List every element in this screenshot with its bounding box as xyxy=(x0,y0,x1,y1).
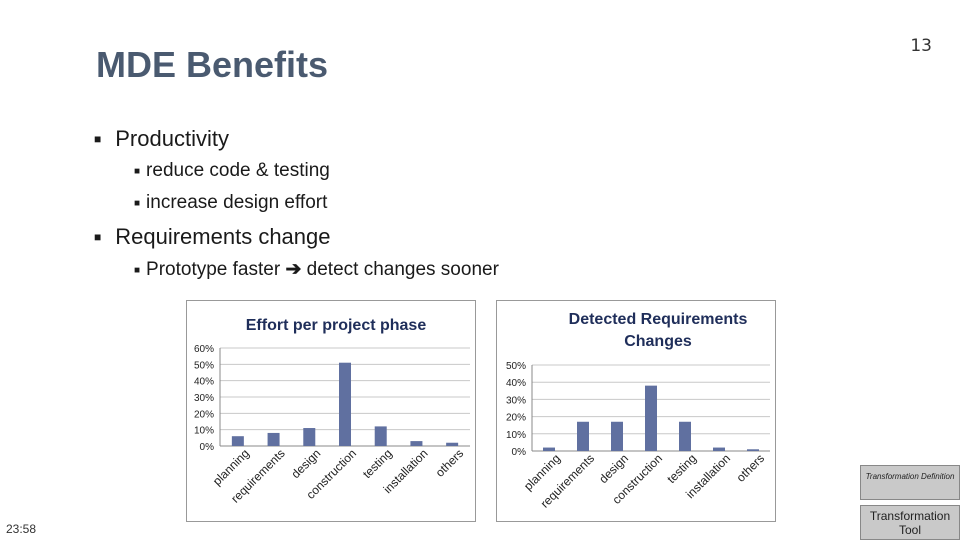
bar-planning xyxy=(543,447,555,451)
chart-title: Detected Requirements xyxy=(569,311,748,328)
bullet-reduce-label: reduce code & testing xyxy=(146,160,330,181)
bullet-reduce: ■ reduce code & testing xyxy=(134,160,330,182)
bar-installation xyxy=(713,447,725,451)
y-tick-label: 30% xyxy=(194,393,214,404)
slide-title: MDE Benefits xyxy=(96,44,329,85)
requirements-changes-chart: Detected Requirements Changes 0% 10% 20% 30% 4… xyxy=(496,300,776,527)
transformation-tool-card: Transformation Tool xyxy=(860,505,960,540)
bar-installation xyxy=(410,441,423,446)
bar-construction xyxy=(339,362,351,446)
bar-design xyxy=(303,428,316,446)
bullet-requirements-label: Requirements change xyxy=(115,224,331,249)
square-bullet-icon: ■ xyxy=(134,198,141,209)
y-tick-label: 10% xyxy=(194,426,214,437)
y-tick-label: 0% xyxy=(512,447,527,458)
bullet-prototype-label-b: detect changes sooner xyxy=(306,259,499,280)
y-tick-label: 30% xyxy=(506,395,526,406)
y-tick-label: 40% xyxy=(194,377,214,388)
transformation-definition-card: Transformation Definition xyxy=(860,465,960,500)
square-bullet-icon: ■ xyxy=(94,230,102,244)
bullet-prototype: ■ Prototype faster ➔ detect changes soone… xyxy=(134,258,499,281)
y-tick-label: 50% xyxy=(506,361,526,372)
y-tick-label: 60% xyxy=(194,344,214,355)
bar-testing xyxy=(679,421,691,451)
chart-border xyxy=(496,300,776,522)
right-arrow-icon: ➔ xyxy=(285,259,302,280)
square-bullet-icon: ■ xyxy=(134,166,141,177)
chart-title: Changes xyxy=(624,333,692,350)
requirements-changes-chart-svg: Detected Requirements Changes 0% 10% 20% 30% 4… xyxy=(496,300,776,522)
chart-title: Effort per project phase xyxy=(246,317,427,334)
chart-border xyxy=(186,300,476,522)
clock: 23:58 xyxy=(6,522,37,536)
y-tick-label: 10% xyxy=(506,430,526,441)
bullet-increase: ■ increase design effort xyxy=(134,192,327,214)
bar-requirements xyxy=(577,421,589,451)
y-tick-label: 40% xyxy=(506,378,526,389)
bullet-productivity-label: Productivity xyxy=(115,126,229,151)
y-tick-label: 20% xyxy=(194,409,214,420)
bar-requirements xyxy=(267,432,280,446)
page-number: 13 xyxy=(910,36,932,56)
square-bullet-icon: ■ xyxy=(94,132,102,146)
y-tick-label: 0% xyxy=(200,442,215,453)
square-bullet-icon: ■ xyxy=(134,265,141,276)
bullet-increase-label: increase design effort xyxy=(146,192,328,213)
bar-design xyxy=(611,421,623,451)
bullet-prototype-label-a: Prototype faster xyxy=(146,259,281,280)
bullet-requirements: ■ Requirements change xyxy=(94,224,331,250)
effort-chart-svg: Effort per project phase 0% 10% 20% 30% 40% 50… xyxy=(186,300,476,522)
bar-testing xyxy=(374,426,387,446)
bar-construction xyxy=(645,385,657,451)
bar-others xyxy=(747,449,759,451)
y-tick-label: 20% xyxy=(506,413,526,424)
bullet-productivity: ■ Productivity xyxy=(94,126,229,152)
bar-planning xyxy=(231,436,244,446)
y-tick-label: 50% xyxy=(194,360,214,371)
effort-chart: Effort per project phase 0% 10% 20% 30% 40% 50… xyxy=(186,300,476,527)
bar-others xyxy=(446,442,459,446)
